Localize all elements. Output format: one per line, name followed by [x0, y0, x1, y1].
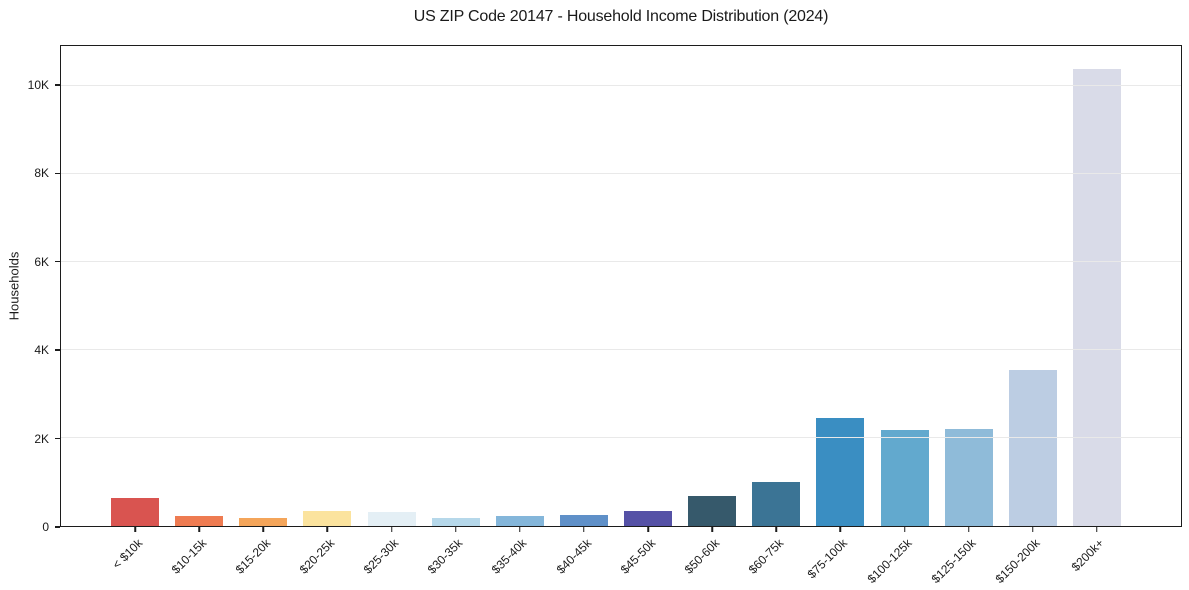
bar-30-35k	[431, 517, 480, 526]
y-tick-label: 4K	[34, 343, 49, 358]
x-tick-label: $60-75k	[745, 536, 787, 577]
gridline-4k	[61, 348, 1181, 350]
bar-slot: $60-75k	[744, 46, 808, 577]
x-tick-mark	[198, 527, 200, 532]
bar-15-20k	[239, 518, 288, 526]
bar-slot: $15-20k	[231, 46, 295, 577]
bar-slot: $45-50k	[616, 46, 680, 577]
x-tick-mark	[390, 527, 393, 532]
y-tick-mark	[55, 437, 60, 440]
y-tick-mark	[55, 260, 60, 263]
bar-40-45k	[559, 515, 608, 526]
x-tick-label: $45-50k	[617, 536, 658, 577]
bar-slot: $100-125k	[864, 46, 937, 586]
bar-slot: $50-60k	[680, 46, 744, 577]
x-tick-label: $35-40k	[489, 536, 530, 577]
y-tick-mark	[55, 349, 60, 351]
x-tick-mark	[903, 527, 906, 532]
x-tick-label: $30-35k	[425, 536, 466, 577]
y-tick-mark	[55, 526, 60, 528]
x-tick-label: $150-200k	[992, 536, 1043, 587]
x-tick-mark	[454, 527, 457, 532]
chart-title: US ZIP Code 20147 - Household Income Dis…	[413, 8, 829, 25]
x-tick-mark	[1096, 527, 1098, 532]
bar-slot: $10-15k	[167, 46, 231, 577]
bar-slot: $200k+	[1065, 46, 1129, 574]
bars-container: < $10k $10-15k $15-20k $20-25k $25-30k $30-35…	[103, 46, 1129, 586]
gridline-8k	[61, 172, 1181, 174]
gridline-6k	[61, 260, 1181, 262]
bar-25-30k	[367, 512, 416, 526]
bar-slot: < $10k	[103, 46, 167, 572]
x-tick-mark	[583, 527, 585, 532]
plot-area: < $10k $10-15k $15-20k $20-25k $25-30k $30-35…	[60, 45, 1182, 586]
bar-slot: $35-40k	[488, 46, 552, 577]
bar-60-75k	[752, 482, 801, 526]
x-tick-label: $200k+	[1068, 536, 1107, 574]
x-tick-label: $50-60k	[681, 536, 723, 577]
bar-10k	[111, 498, 160, 526]
bar-slot: $25-30k	[360, 46, 424, 577]
x-tick-mark	[711, 527, 713, 532]
x-tick-label: $75-100k	[805, 536, 851, 582]
bar-slot: $125-150k	[929, 46, 1001, 586]
x-tick-mark	[134, 527, 136, 532]
bar-slot: $40-45k	[552, 46, 616, 577]
bar-50-60k	[688, 495, 737, 526]
x-tick-label: $125-150k	[928, 536, 979, 587]
bar-100-125k	[880, 429, 929, 526]
x-tick-mark	[262, 527, 265, 532]
y-tick-label: 10K	[27, 77, 49, 92]
x-tick-mark	[647, 527, 649, 532]
y-tick-label: 8K	[34, 166, 49, 181]
x-tick-label: $10-15k	[168, 536, 210, 577]
y-tick-label: 2K	[34, 431, 49, 446]
x-tick-label: $25-30k	[360, 536, 402, 577]
x-tick-label: < $10k	[109, 536, 145, 572]
bar-slot: $75-100k	[805, 46, 872, 581]
gridline-2k	[61, 436, 1181, 438]
x-tick-mark	[326, 527, 329, 532]
bar-10-15k	[175, 516, 224, 526]
x-tick-mark	[775, 527, 778, 532]
bar-150-200k	[1008, 370, 1057, 526]
x-tick-label: $15-20k	[232, 536, 274, 577]
bar-200k	[1072, 68, 1121, 526]
x-tick-mark	[1032, 527, 1034, 532]
y-tick-mark	[55, 172, 60, 174]
x-tick-mark	[519, 527, 521, 532]
y-tick-mark	[55, 84, 60, 86]
bar-35-40k	[495, 515, 544, 526]
bar-125-150k	[944, 428, 993, 526]
x-tick-mark	[967, 527, 970, 532]
bar-20-25k	[303, 510, 352, 526]
x-tick-label: $40-45k	[553, 536, 594, 577]
x-tick-mark	[839, 527, 842, 532]
x-tick-label: $20-25k	[296, 536, 338, 577]
bar-45-50k	[624, 511, 673, 526]
bar-slot: $30-35k	[424, 46, 488, 577]
y-tick-label: 0	[42, 520, 49, 534]
bar-slot: $20-25k	[295, 46, 359, 577]
bar-slot: $150-200k	[993, 46, 1065, 586]
gridline-10k	[61, 84, 1181, 86]
y-axis: 0 2K 4K 6K 8K 10K	[0, 45, 60, 534]
y-tick-label: 6K	[34, 254, 49, 269]
x-tick-label: $100-125k	[864, 536, 915, 587]
bar-75-100k	[816, 418, 865, 526]
